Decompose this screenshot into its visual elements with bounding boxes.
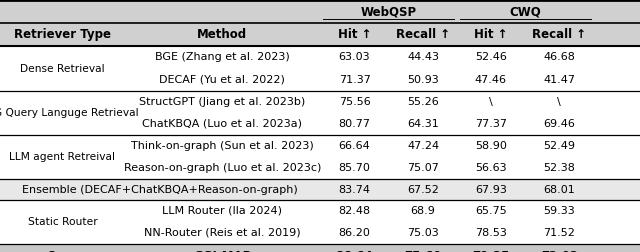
Text: 71.37: 71.37 [339,75,371,85]
Text: 86.64: 86.64 [336,249,373,252]
Bar [0,244,640,252]
Text: 47.24: 47.24 [407,141,439,151]
Text: 77.37: 77.37 [475,119,507,129]
Text: 71.52: 71.52 [543,228,575,238]
Text: LLM Router (Ila 2024): LLM Router (Ila 2024) [163,206,282,216]
Text: 68.01: 68.01 [543,184,575,195]
Text: 64.31: 64.31 [407,119,439,129]
Text: Ours: Ours [47,249,78,252]
Text: 47.46: 47.46 [475,75,507,85]
Text: BGE (Zhang et al. 2023): BGE (Zhang et al. 2023) [155,52,290,62]
Text: CWQ: CWQ [509,5,541,18]
Bar [0,0,640,46]
Text: Static Router: Static Router [28,217,97,227]
Text: 66.64: 66.64 [339,141,371,151]
Text: 75.56: 75.56 [339,97,371,107]
Text: 67.52: 67.52 [407,184,439,195]
Text: Recall ↑: Recall ↑ [396,28,450,41]
Text: NN-Router (Reis et al. 2019): NN-Router (Reis et al. 2019) [144,228,301,238]
Text: KG Query Languge Retrieval: KG Query Languge Retrieval [0,108,138,118]
Text: Think-on-graph (Sun et al. 2023): Think-on-graph (Sun et al. 2023) [131,141,314,151]
Text: \: \ [557,97,561,107]
Text: 68.9: 68.9 [411,206,435,216]
Text: 75.60: 75.60 [404,249,442,252]
Text: Method: Method [197,28,248,41]
Text: 85.70: 85.70 [339,163,371,173]
Text: 55.26: 55.26 [407,97,439,107]
Text: \: \ [489,97,493,107]
Text: 41.47: 41.47 [543,75,575,85]
Text: 83.74: 83.74 [339,184,371,195]
Text: Hit ↑: Hit ↑ [338,28,371,41]
Text: 72.02: 72.02 [541,249,578,252]
Text: 58.90: 58.90 [475,141,507,151]
Text: 86.20: 86.20 [339,228,371,238]
Text: Ensemble (DECAF+ChatKBQA+Reason-on-graph): Ensemble (DECAF+ChatKBQA+Reason-on-graph… [22,184,298,195]
Text: 75.03: 75.03 [407,228,439,238]
Text: GGI-MAB: GGI-MAB [193,249,252,252]
Bar [0,179,640,200]
Text: 52.49: 52.49 [543,141,575,151]
Text: Hit ↑: Hit ↑ [474,28,508,41]
Text: 46.68: 46.68 [543,52,575,62]
Text: 65.75: 65.75 [475,206,507,216]
Text: 82.48: 82.48 [339,206,371,216]
Text: ChatKBQA (Luo et al. 2023a): ChatKBQA (Luo et al. 2023a) [143,119,303,129]
Text: Reason-on-graph (Luo et al. 2023c): Reason-on-graph (Luo et al. 2023c) [124,163,321,173]
Text: DECAF (Yu et al. 2022): DECAF (Yu et al. 2022) [159,75,285,85]
Text: StructGPT (Jiang et al. 2023b): StructGPT (Jiang et al. 2023b) [140,97,305,107]
Text: LLM agent Retreival: LLM agent Retreival [10,152,115,162]
Text: 78.53: 78.53 [475,228,507,238]
Text: 67.93: 67.93 [475,184,507,195]
Text: 80.77: 80.77 [339,119,371,129]
Text: 75.07: 75.07 [407,163,439,173]
Text: 52.38: 52.38 [543,163,575,173]
Text: 50.93: 50.93 [407,75,439,85]
Text: Dense Retrieval: Dense Retrieval [20,64,105,74]
Text: 63.03: 63.03 [339,52,371,62]
Text: Recall ↑: Recall ↑ [532,28,586,41]
Text: WebQSP: WebQSP [360,5,417,18]
Text: Retriever Type: Retriever Type [14,28,111,41]
Text: 44.43: 44.43 [407,52,439,62]
Text: 52.46: 52.46 [475,52,507,62]
Text: 79.35: 79.35 [472,249,509,252]
Text: 59.33: 59.33 [543,206,575,216]
Text: 69.46: 69.46 [543,119,575,129]
Text: 56.63: 56.63 [475,163,507,173]
